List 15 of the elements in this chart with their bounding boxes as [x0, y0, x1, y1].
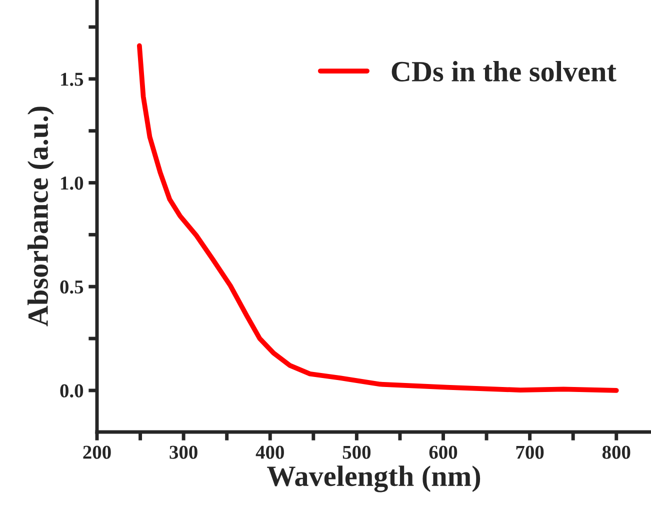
y-tick-label: 1.0	[61, 176, 84, 190]
x-tick-label: 800	[602, 446, 630, 459]
x-tick-label: 200	[83, 446, 111, 459]
y-tick-label: 0.0	[60, 384, 84, 398]
x-axis-title: Wavelength (nm)	[267, 466, 480, 492]
legend-label: CDs in the solvent	[392, 60, 616, 82]
x-tick-label: 500	[342, 446, 371, 459]
y-tick-label: 0.5	[60, 280, 84, 294]
x-tick-label: 300	[170, 446, 198, 459]
x-tick-label: 400	[256, 446, 284, 459]
y-tick-label: 1.5	[61, 72, 84, 86]
line-series	[136, 43, 619, 393]
y-axis-title: Absorbance (a.u.)	[27, 106, 54, 326]
x-tick-label: 700	[516, 446, 544, 459]
x-tick-label: 600	[429, 446, 458, 459]
